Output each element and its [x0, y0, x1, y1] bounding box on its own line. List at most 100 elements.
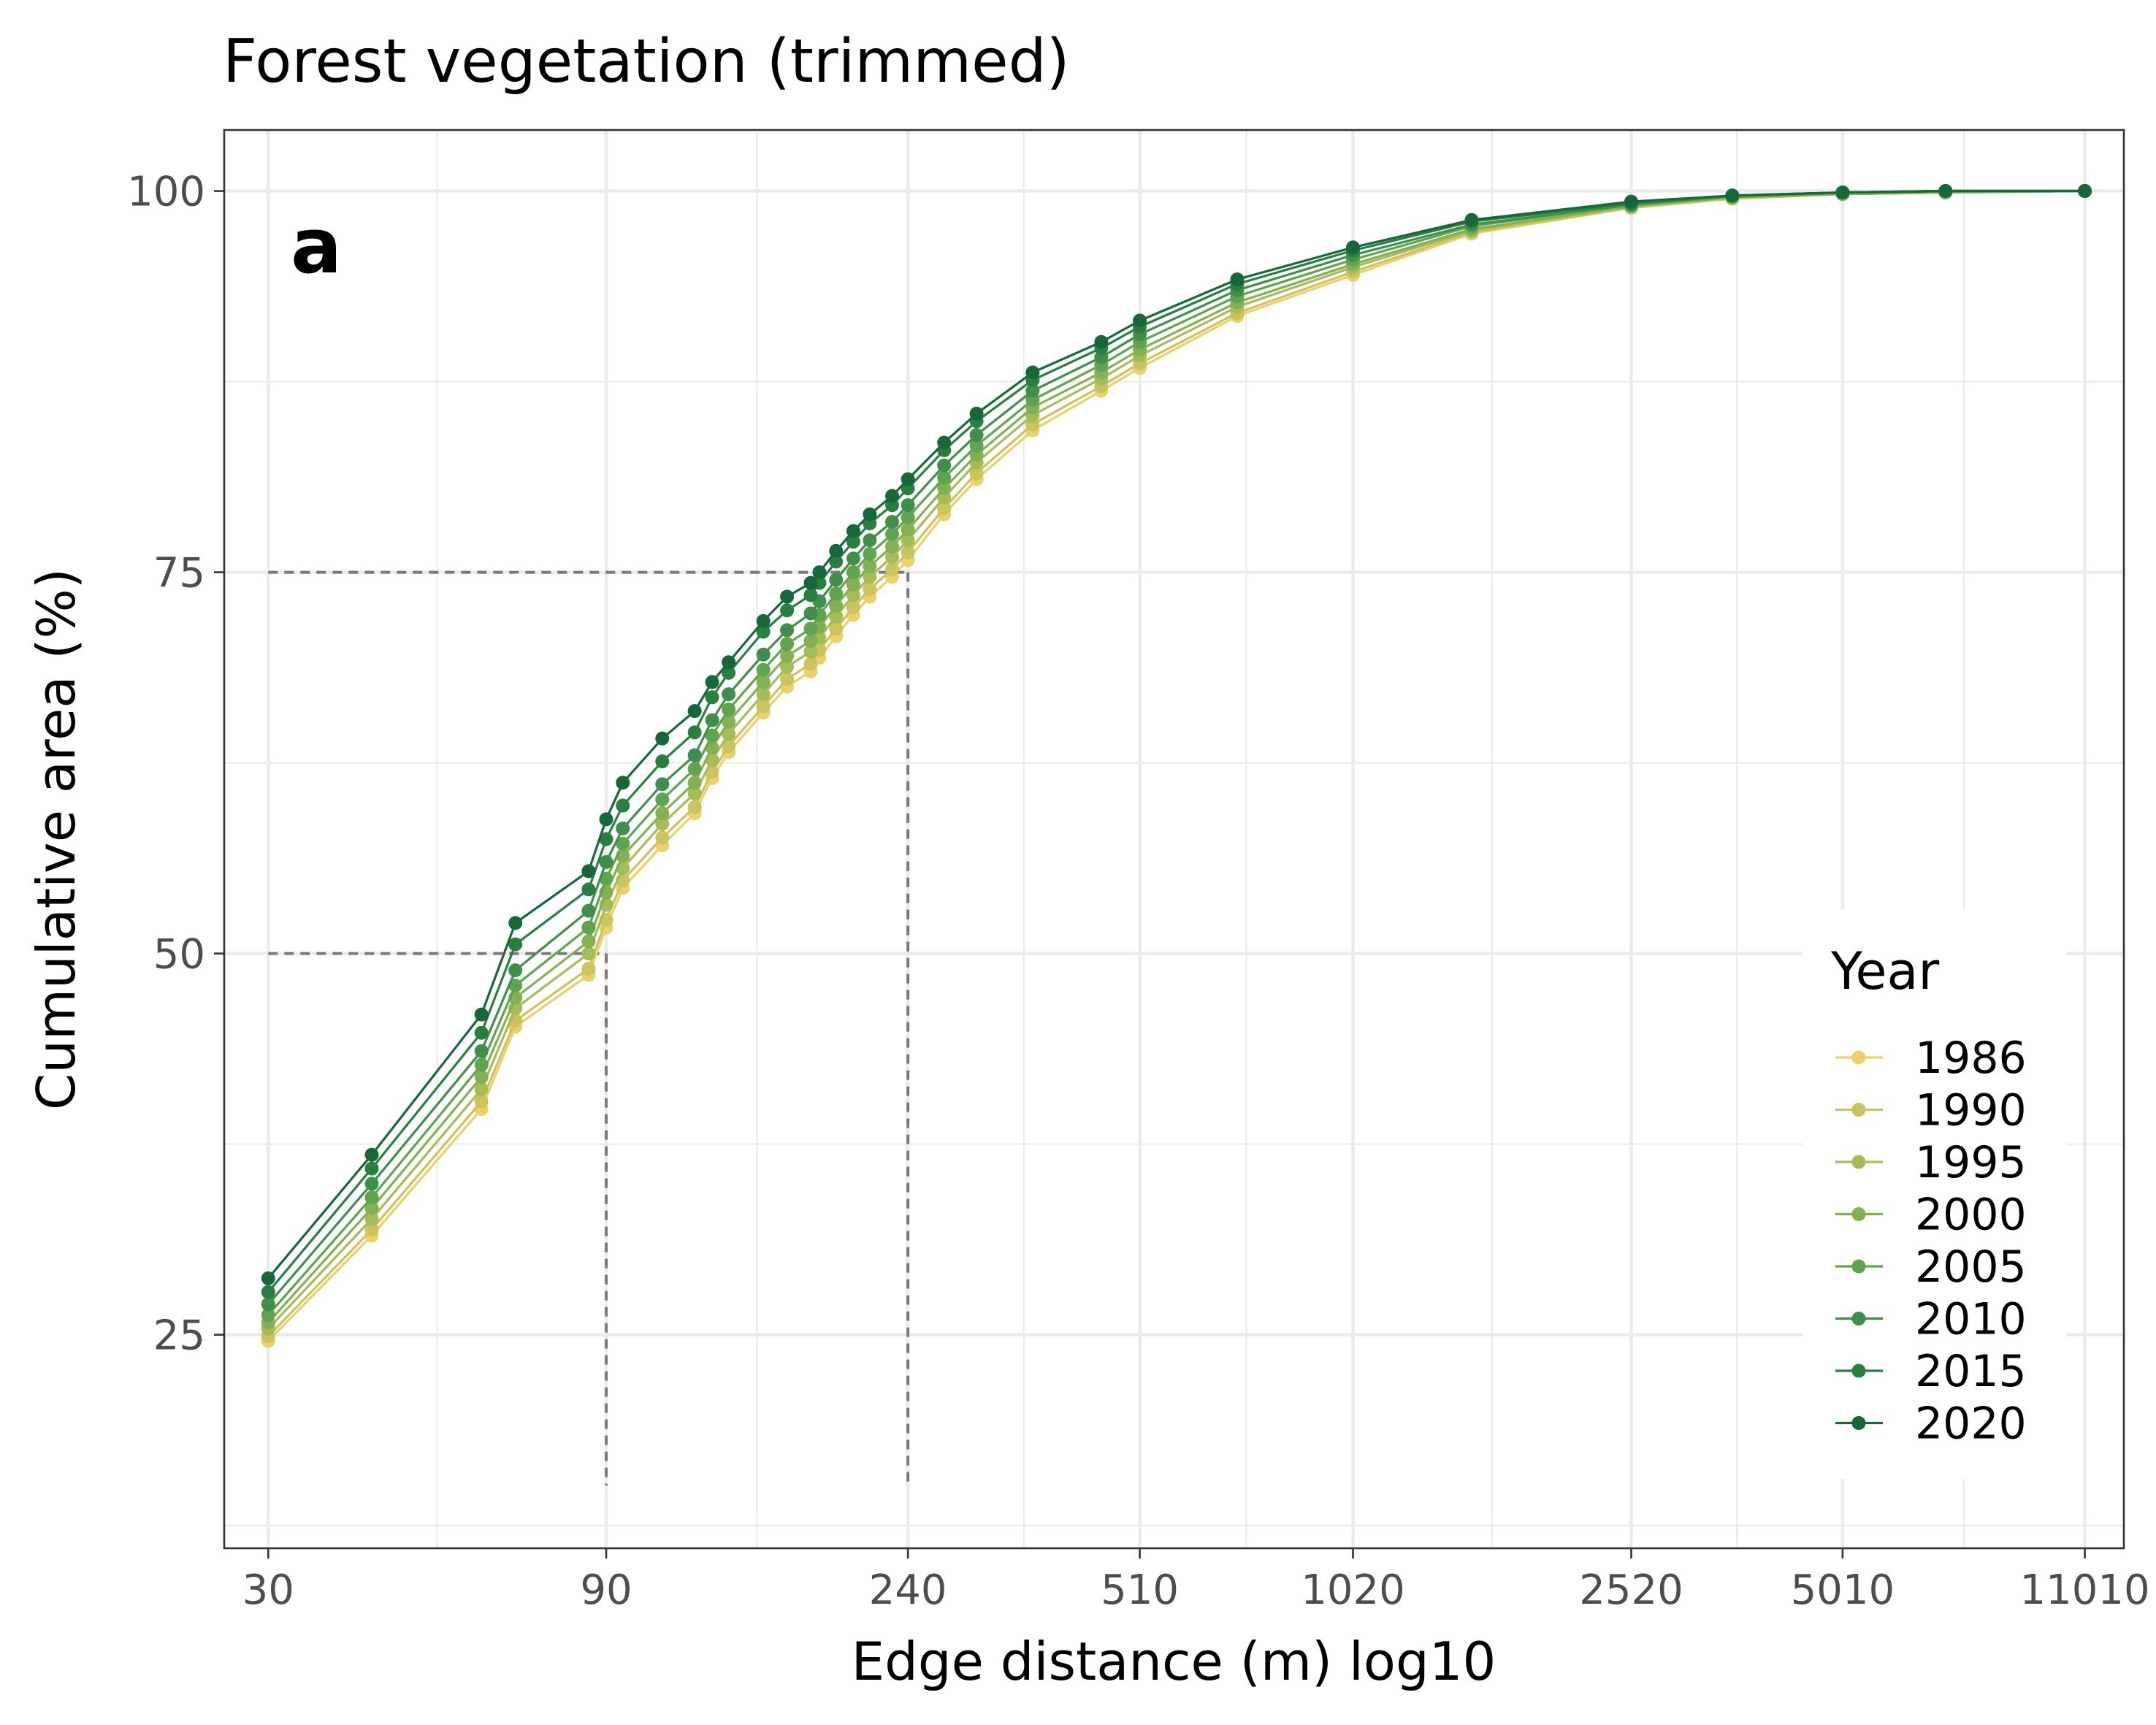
x-axis-ticks: 30 90 240 510 1020 2520 5010 11010 [242, 1548, 2150, 1614]
chart-title: Forest vegetation (trimmed) [223, 27, 1070, 96]
data-point [655, 777, 670, 792]
data-point [687, 748, 702, 762]
data-point [846, 600, 860, 615]
data-point [364, 1147, 379, 1162]
data-point [508, 916, 523, 930]
data-point [616, 836, 630, 851]
legend-item-1986: 1986 [1835, 1033, 2027, 1084]
data-point [756, 662, 771, 677]
data-point [829, 609, 844, 624]
data-point [756, 675, 771, 689]
data-point [885, 489, 900, 503]
data-point [901, 510, 915, 524]
data-point [1725, 188, 1740, 203]
data-point [829, 554, 844, 569]
data-point [863, 533, 877, 548]
data-point [863, 570, 877, 584]
data-point [901, 545, 915, 559]
data-point [474, 1025, 489, 1040]
legend-key-point [1851, 1259, 1866, 1274]
legend-item-1995: 1995 [1835, 1137, 2027, 1188]
data-point [846, 535, 860, 549]
data-point [616, 776, 630, 790]
data-point [780, 589, 795, 604]
data-point [687, 704, 702, 719]
data-point [969, 406, 984, 421]
data-point [885, 539, 900, 554]
data-point [1464, 213, 1479, 227]
data-point [937, 481, 952, 496]
data-point [829, 621, 844, 636]
legend-key-point [1851, 1155, 1866, 1169]
data-point [780, 637, 795, 651]
data-point [803, 657, 818, 671]
data-point [687, 776, 702, 790]
data-point [705, 728, 719, 743]
data-point [474, 1094, 489, 1109]
legend-item-2020: 2020 [1835, 1399, 2027, 1450]
plot-panel-border [223, 129, 2125, 1550]
x-tick-label: 510 [1101, 1567, 1179, 1614]
data-point [846, 577, 860, 592]
data-point [901, 533, 915, 548]
data-point [901, 472, 915, 486]
data-point [616, 798, 630, 813]
legend-label: 2010 [1915, 1294, 2027, 1345]
data-point [655, 792, 670, 807]
data-point [599, 812, 613, 827]
legend-key-point [1851, 1103, 1866, 1117]
data-point [364, 1212, 379, 1226]
data-point [705, 690, 719, 705]
data-point [803, 644, 818, 659]
data-point [803, 621, 818, 636]
data-point [901, 498, 915, 513]
data-point [803, 575, 818, 590]
data-point [705, 675, 719, 689]
data-point [846, 588, 860, 603]
x-tick-label: 240 [869, 1567, 947, 1614]
legend-label: 2020 [1915, 1399, 2027, 1450]
data-point [599, 832, 613, 846]
legend-key-point [1851, 1050, 1866, 1065]
data-point [474, 1082, 489, 1096]
legend-label: 2005 [1915, 1242, 2027, 1293]
data-point [885, 562, 900, 576]
data-point [780, 672, 795, 686]
data-point [1938, 184, 1953, 199]
legend-label: 1986 [1915, 1033, 2027, 1084]
data-point [474, 1057, 489, 1072]
legend-key-point [1851, 1312, 1866, 1326]
data-point [756, 624, 771, 639]
legend-item-2005: 2005 [1835, 1242, 2027, 1293]
data-point [508, 978, 523, 992]
data-point [474, 1070, 489, 1085]
data-point [829, 573, 844, 587]
data-point [863, 582, 877, 597]
data-point [756, 699, 771, 714]
data-point [581, 882, 596, 897]
data-point [261, 1285, 275, 1299]
series-layer [261, 184, 2092, 1348]
data-point [780, 623, 795, 638]
data-point [846, 524, 860, 538]
legend-item-2015: 2015 [1835, 1346, 2027, 1397]
data-point [829, 586, 844, 601]
legend-item-1990: 1990 [1835, 1085, 2027, 1136]
data-point [655, 816, 670, 831]
series-2020 [261, 184, 2092, 1285]
data-point [655, 806, 670, 821]
data-point [599, 854, 613, 869]
x-tick-label: 11010 [2019, 1567, 2149, 1614]
x-tick-label: 1020 [1301, 1567, 1405, 1614]
legend-item-2000: 2000 [1835, 1190, 2027, 1241]
data-point [2078, 184, 2092, 199]
legend-label: 1995 [1915, 1137, 2027, 1188]
data-point [969, 428, 984, 443]
y-tick-label: 75 [153, 550, 205, 597]
data-point [364, 1201, 379, 1215]
y-tick-label: 50 [153, 931, 205, 979]
data-point [722, 703, 736, 717]
